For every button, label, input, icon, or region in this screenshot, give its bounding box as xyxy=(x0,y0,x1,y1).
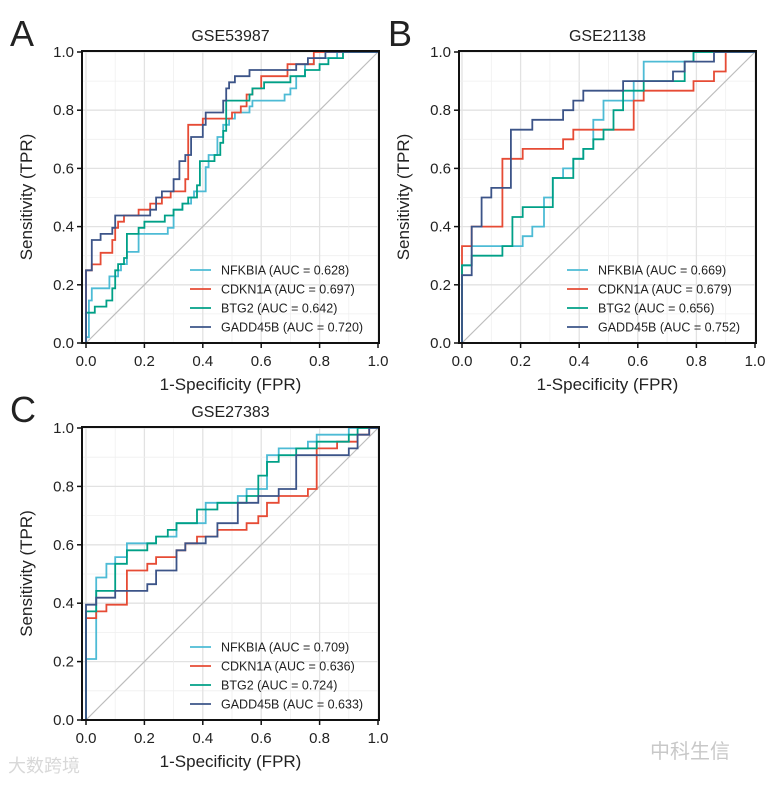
legend-label-btg2: BTG2 (AUC = 0.642) xyxy=(221,302,337,316)
y-tick-label: 0.6 xyxy=(53,537,74,554)
x-tick-label: 0.2 xyxy=(134,730,155,747)
x-tick-label: 0.8 xyxy=(309,730,330,747)
x-tick-label: 0.4 xyxy=(192,730,213,747)
legend-label-nfkbia: NFKBIA (AUC = 0.669) xyxy=(598,264,726,278)
legend-label-btg2: BTG2 (AUC = 0.724) xyxy=(221,679,337,693)
y-tick-label: 0.2 xyxy=(53,654,74,671)
legend-label-nfkbia: NFKBIA (AUC = 0.709) xyxy=(221,641,349,655)
y-tick-label: 0.0 xyxy=(53,712,74,729)
panel-label: A xyxy=(10,13,34,54)
roc-panel-b: 0.00.0 0.2 0.2 0.4 0.4 0.6 0.6 0.8 0.8 1.0 1.0 1-Sp… xyxy=(388,13,765,394)
x-tick-label: 1.0 xyxy=(368,353,389,370)
legend-label-cdkn1a: CDKN1A (AUC = 0.679) xyxy=(598,283,732,297)
axes-frame xyxy=(458,50,757,344)
axes-frame xyxy=(81,50,380,344)
roc-panel-c: 0.00.0 0.2 0.2 0.4 0.4 0.6 0.6 0.8 0.8 1.0 1.0 1-Sp… xyxy=(10,389,388,771)
reference-diagonal xyxy=(85,427,379,721)
panel-label: C xyxy=(10,389,36,430)
roc-curve-nfkbia xyxy=(85,427,378,720)
chart-title: GSE21138 xyxy=(569,28,646,45)
y-tick-label: 0.8 xyxy=(53,102,74,119)
x-tick-label: 0.4 xyxy=(569,353,590,370)
x-tick-label: 0.6 xyxy=(251,353,272,370)
legend-label-cdkn1a: CDKN1A (AUC = 0.697) xyxy=(221,283,355,297)
roc-curve-btg2 xyxy=(85,427,378,720)
y-axis-label: Sensitivity (TPR) xyxy=(17,134,36,261)
panel-label: B xyxy=(388,13,412,54)
y-tick-label: 0.4 xyxy=(53,595,74,612)
legend-label-gadd45b: GADD45B (AUC = 0.633) xyxy=(221,698,363,712)
y-tick-label: 0.6 xyxy=(430,160,451,177)
y-tick-label: 0.2 xyxy=(430,277,451,294)
legend-label-cdkn1a: CDKN1A (AUC = 0.636) xyxy=(221,660,355,674)
reference-diagonal xyxy=(85,51,379,344)
y-tick-label: 0.4 xyxy=(53,219,74,236)
x-axis-label: 1-Specificity (FPR) xyxy=(537,375,679,394)
x-axis-label: 1-Specificity (FPR) xyxy=(160,752,302,771)
roc-curve-gadd45b xyxy=(461,51,755,343)
y-tick-label: 0.0 xyxy=(430,335,451,352)
roc-curve-btg2 xyxy=(85,51,378,343)
watermark-left: 大数跨境 xyxy=(8,756,80,777)
x-tick-label: 1.0 xyxy=(745,353,766,370)
chart-title: GSE53987 xyxy=(191,28,269,45)
x-tick-label: 0.6 xyxy=(251,730,272,747)
x-tick-label: 0.2 xyxy=(134,353,155,370)
x-axis-label: 1-Specificity (FPR) xyxy=(160,375,302,394)
x-tick-label: 0.0 xyxy=(452,353,473,370)
roc-curve-gadd45b xyxy=(85,51,378,343)
y-tick-label: 1.0 xyxy=(53,420,74,437)
x-tick-label: 0.6 xyxy=(627,353,648,370)
y-tick-label: 0.2 xyxy=(53,277,74,294)
x-tick-label: 0.4 xyxy=(192,353,213,370)
x-tick-label: 0.0 xyxy=(76,730,97,747)
x-tick-label: 1.0 xyxy=(368,730,389,747)
x-tick-label: 0.8 xyxy=(309,353,330,370)
y-tick-label: 0.8 xyxy=(53,478,74,495)
legend-label-gadd45b: GADD45B (AUC = 0.720) xyxy=(221,321,363,335)
y-tick-label: 0.6 xyxy=(53,160,74,177)
watermark-right: 中科生信 xyxy=(650,739,730,763)
chart-title: GSE27383 xyxy=(191,404,269,421)
legend-label-gadd45b: GADD45B (AUC = 0.752) xyxy=(598,321,740,335)
reference-diagonal xyxy=(461,51,756,344)
y-tick-label: 0.0 xyxy=(53,335,74,352)
y-axis-label: Sensitivity (TPR) xyxy=(394,134,413,261)
y-axis-label: Sensitivity (TPR) xyxy=(17,510,36,637)
y-tick-label: 0.8 xyxy=(430,102,451,119)
y-tick-label: 1.0 xyxy=(430,44,451,61)
legend-label-btg2: BTG2 (AUC = 0.656) xyxy=(598,302,714,316)
y-tick-label: 0.4 xyxy=(430,219,451,236)
legend-label-nfkbia: NFKBIA (AUC = 0.628) xyxy=(221,264,349,278)
roc-panel-a: 0.00.0 0.2 0.2 0.4 0.4 0.6 0.6 0.8 0.8 1.0 1.0 1-Sp… xyxy=(10,13,388,394)
roc-curve-gadd45b xyxy=(85,427,378,720)
x-tick-label: 0.2 xyxy=(510,353,531,370)
y-tick-label: 1.0 xyxy=(53,44,74,61)
axes-frame xyxy=(81,426,380,721)
x-tick-label: 0.8 xyxy=(686,353,707,370)
x-tick-label: 0.0 xyxy=(76,353,97,370)
